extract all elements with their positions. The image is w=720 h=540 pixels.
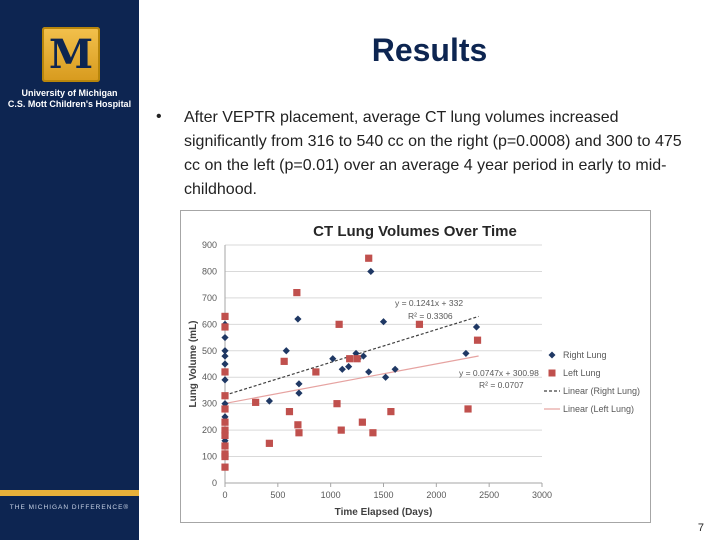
x-axis-label: Time Elapsed (Days) xyxy=(335,507,433,518)
y-tick-label: 700 xyxy=(202,293,217,303)
bullet-text: After VEPTR placement, average CT lung v… xyxy=(184,109,682,198)
x-tick-label: 3000 xyxy=(532,490,552,500)
x-tick-label: 0 xyxy=(222,490,227,500)
left-lung-point xyxy=(333,400,341,408)
trendline-left-lung xyxy=(224,355,479,404)
institution-line-1: University of Michigan xyxy=(21,88,118,98)
y-tick-label: 0 xyxy=(212,478,217,488)
legend-left-lung-marker xyxy=(548,369,556,377)
x-tick-label: 2500 xyxy=(479,490,499,500)
sidebar: M University of Michigan C.S. Mott Child… xyxy=(0,0,139,540)
left-lung-point xyxy=(312,368,320,376)
chart-title: CT Lung Volumes Over Time xyxy=(313,223,517,240)
left-lung-point xyxy=(293,289,301,297)
left-lung-point xyxy=(221,405,229,413)
left-lung-point xyxy=(221,418,229,426)
gold-stripe xyxy=(0,490,139,496)
left-lung-point xyxy=(280,357,288,365)
right-lung-point xyxy=(282,347,290,355)
left-lung-point xyxy=(369,429,377,437)
left-lung-point xyxy=(387,408,395,416)
right-lung-point xyxy=(265,397,273,405)
left-lung-point xyxy=(221,368,229,376)
scatter-chart: CT Lung Volumes Over Time 0 100 200 300 400 50… xyxy=(188,223,640,518)
x-tick-label: 1000 xyxy=(321,490,341,500)
slide-title: Results xyxy=(371,32,488,68)
left-lung-point xyxy=(473,336,482,344)
left-lung-point xyxy=(221,323,229,331)
left-lung-point xyxy=(415,320,424,328)
left-lung-point xyxy=(221,426,229,434)
page-number: 7 xyxy=(697,522,704,534)
left-lung-point xyxy=(221,452,229,461)
legend-trend-right-label: Linear (Right Lung) xyxy=(563,386,640,396)
left-lung-point xyxy=(365,254,373,262)
institution-line-2: C.S. Mott Children's Hospital xyxy=(7,99,132,109)
right-lung-point xyxy=(221,413,229,421)
left-lung-point xyxy=(353,355,361,363)
left-lung-point xyxy=(221,442,229,450)
legend-right-lung-label: Right Lung xyxy=(563,350,607,360)
y-tick-label: 600 xyxy=(202,319,217,329)
left-lung-point xyxy=(221,431,229,439)
logo-letter: M xyxy=(48,31,94,78)
right-lung-point xyxy=(472,323,481,331)
y-tick-label: 800 xyxy=(202,266,217,276)
left-lung-point xyxy=(221,463,229,471)
institution-name: University of Michigan C.S. Mott Childre… xyxy=(0,88,139,110)
right-lung-point xyxy=(295,380,303,388)
legend-trend-left-label: Linear (Left Lung) xyxy=(563,404,634,414)
right-lung-point xyxy=(382,373,390,381)
left-lung-equation: y = 0.0747x + 300.98 xyxy=(459,368,539,378)
y-tick-label: 500 xyxy=(202,346,217,356)
y-tick-label: 200 xyxy=(202,425,217,435)
x-tick-label: 2000 xyxy=(426,490,446,500)
university-logo: M xyxy=(42,27,100,82)
left-lung-point xyxy=(358,418,366,426)
legend-left-lung-label: Left Lung xyxy=(563,368,601,378)
left-lung-point xyxy=(252,398,260,406)
right-lung-point xyxy=(221,376,229,384)
x-tick-label: 500 xyxy=(270,490,285,500)
left-lung-point xyxy=(221,312,229,320)
right-lung-point xyxy=(345,363,353,371)
x-tick-label: 1500 xyxy=(373,490,393,500)
y-axis-label: Lung Volume (mL) xyxy=(188,320,199,407)
right-lung-point xyxy=(221,333,229,342)
right-lung-point xyxy=(294,315,302,323)
right-lung-point xyxy=(221,360,229,368)
y-tick-label: 900 xyxy=(202,240,217,250)
left-lung-point xyxy=(337,426,345,434)
left-lung-point xyxy=(221,392,229,400)
right-lung-point xyxy=(221,352,229,360)
left-lung-point xyxy=(285,408,294,416)
left-lung-point xyxy=(464,405,472,413)
y-tick-label: 300 xyxy=(202,399,217,409)
left-lung-point xyxy=(295,429,303,437)
left-lung-point xyxy=(335,320,343,328)
right-lung-r2: R² = 0.3306 xyxy=(408,311,453,321)
left-lung-point xyxy=(346,355,354,363)
chart-frame: CT Lung Volumes Over Time 0 100 200 300 400 50… xyxy=(180,210,651,523)
right-lung-point xyxy=(365,368,373,376)
y-tick-label: 100 xyxy=(202,452,217,462)
bullet-icon: • xyxy=(156,108,162,125)
right-lung-point xyxy=(338,365,346,373)
legend-right-lung-marker xyxy=(548,351,556,359)
y-tick-label: 400 xyxy=(202,372,217,382)
right-lung-point xyxy=(379,318,388,326)
right-lung-equation: y = 0.1241x + 332 xyxy=(395,298,463,308)
left-lung-point xyxy=(265,439,273,447)
right-lung-point xyxy=(221,347,229,355)
left-lung-point xyxy=(294,421,302,429)
left-lung-r2: R² = 0.0707 xyxy=(479,380,524,390)
right-lung-point xyxy=(367,267,375,276)
sidebar-footer: THE MICHIGAN DIFFERENCE® xyxy=(9,504,130,511)
